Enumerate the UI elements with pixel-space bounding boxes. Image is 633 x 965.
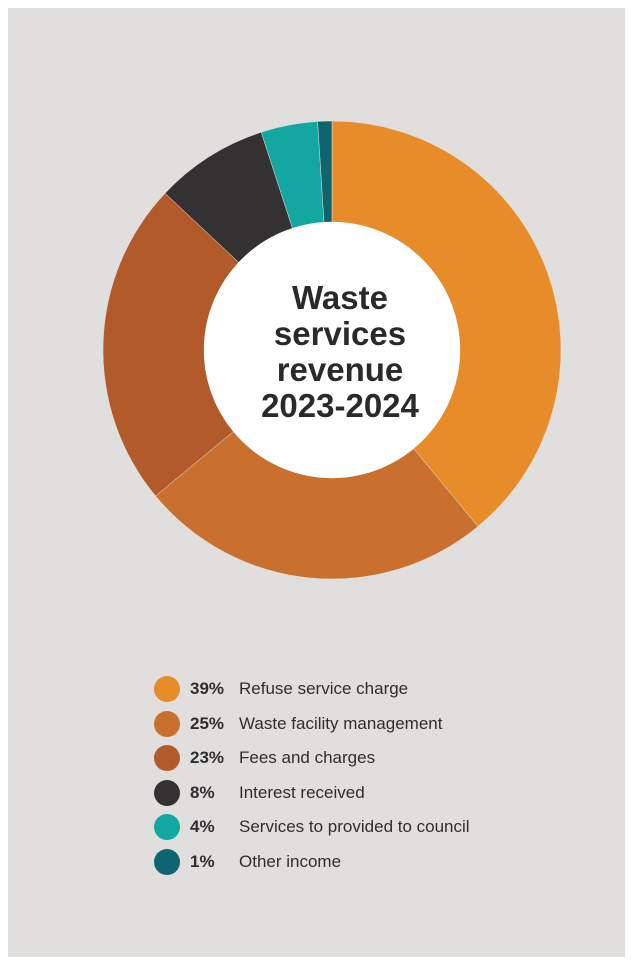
legend-label: Interest received [239,782,365,802]
chart-title: Waste services revenue 2023-2024 [261,279,419,424]
legend-value: 4% [190,817,215,837]
legend-swatch [154,779,180,806]
legend-value: 25% [190,713,225,733]
legend-value: 1% [190,851,215,871]
legend-item: 25% Waste facility management [154,707,470,742]
legend: 39% Refuse service charge 25% Waste facilit… [154,672,470,879]
legend-item: 1% Other income [154,845,470,880]
legend-value: 8% [190,782,215,802]
legend-swatch [154,676,180,703]
legend-item: 23% Fees and charges [154,741,470,776]
legend-label: Waste facility management [239,713,443,733]
legend-item: 39% Refuse service charge [154,672,470,707]
panel: Waste services revenue 2023-2024 39% Refu… [8,8,625,957]
legend-swatch [154,814,180,841]
legend-swatch [154,745,180,772]
donut-hole [204,222,460,478]
legend-item: 4% Services to provided to council [154,810,470,845]
legend-label: Other income [239,851,342,871]
legend-label: Services to provided to council [239,817,470,837]
legend-swatch [154,848,180,875]
legend-item: 8% Interest received [154,776,470,811]
donut-chart [102,120,562,580]
legend-swatch [154,710,180,737]
legend-value: 23% [190,748,225,768]
legend-label: Fees and charges [239,748,376,768]
legend-label: Refuse service charge [239,679,409,699]
legend-value: 39% [190,679,225,699]
